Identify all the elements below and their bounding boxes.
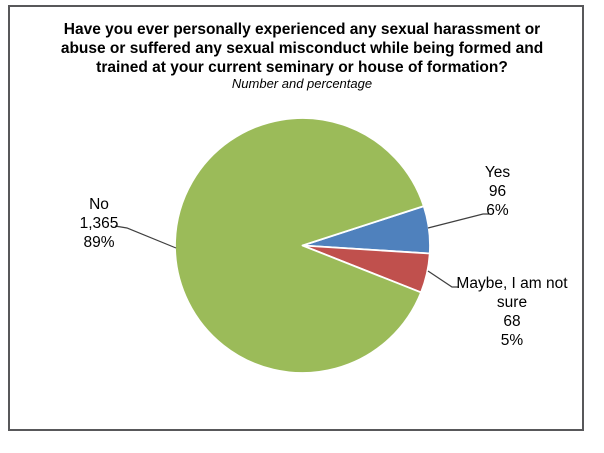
chart-title: Have you ever personally experienced any… [14,20,590,77]
data-label-no-category: No [89,196,109,213]
leader-line-yes [427,213,489,229]
chart-subtitle: Number and percentage [231,76,373,91]
data-label-maybe: Maybe, I am not sure 68 5% [444,274,580,350]
data-label-yes-count: 96 [488,183,507,200]
data-label-yes-percent: 6% [486,202,509,219]
data-label-no: No 1,365 89% [44,195,154,252]
leader-line-no [114,225,177,249]
leader-line-maybe [427,270,458,288]
data-label-no-percent: 89% [83,234,115,251]
chart-title-line: Have you ever personally experienced any… [63,21,541,38]
data-label-maybe-category-2: sure [496,294,528,311]
data-label-maybe-percent: 5% [500,332,524,349]
chart-title-line: abuse or suffered any sexual misconduct … [60,40,544,57]
pie-slice-no [174,117,425,374]
pie [174,117,431,374]
data-label-yes-category: Yes [484,164,511,181]
data-label-maybe-category-1: Maybe, I am not [456,275,568,292]
data-label-yes: Yes 96 6% [442,163,553,220]
data-label-maybe-count: 68 [503,313,521,330]
chart-frame-border [8,5,584,431]
chart-title-line: trained at your current seminary or hous… [96,59,508,76]
data-label-no-count: 1,365 [79,215,119,232]
